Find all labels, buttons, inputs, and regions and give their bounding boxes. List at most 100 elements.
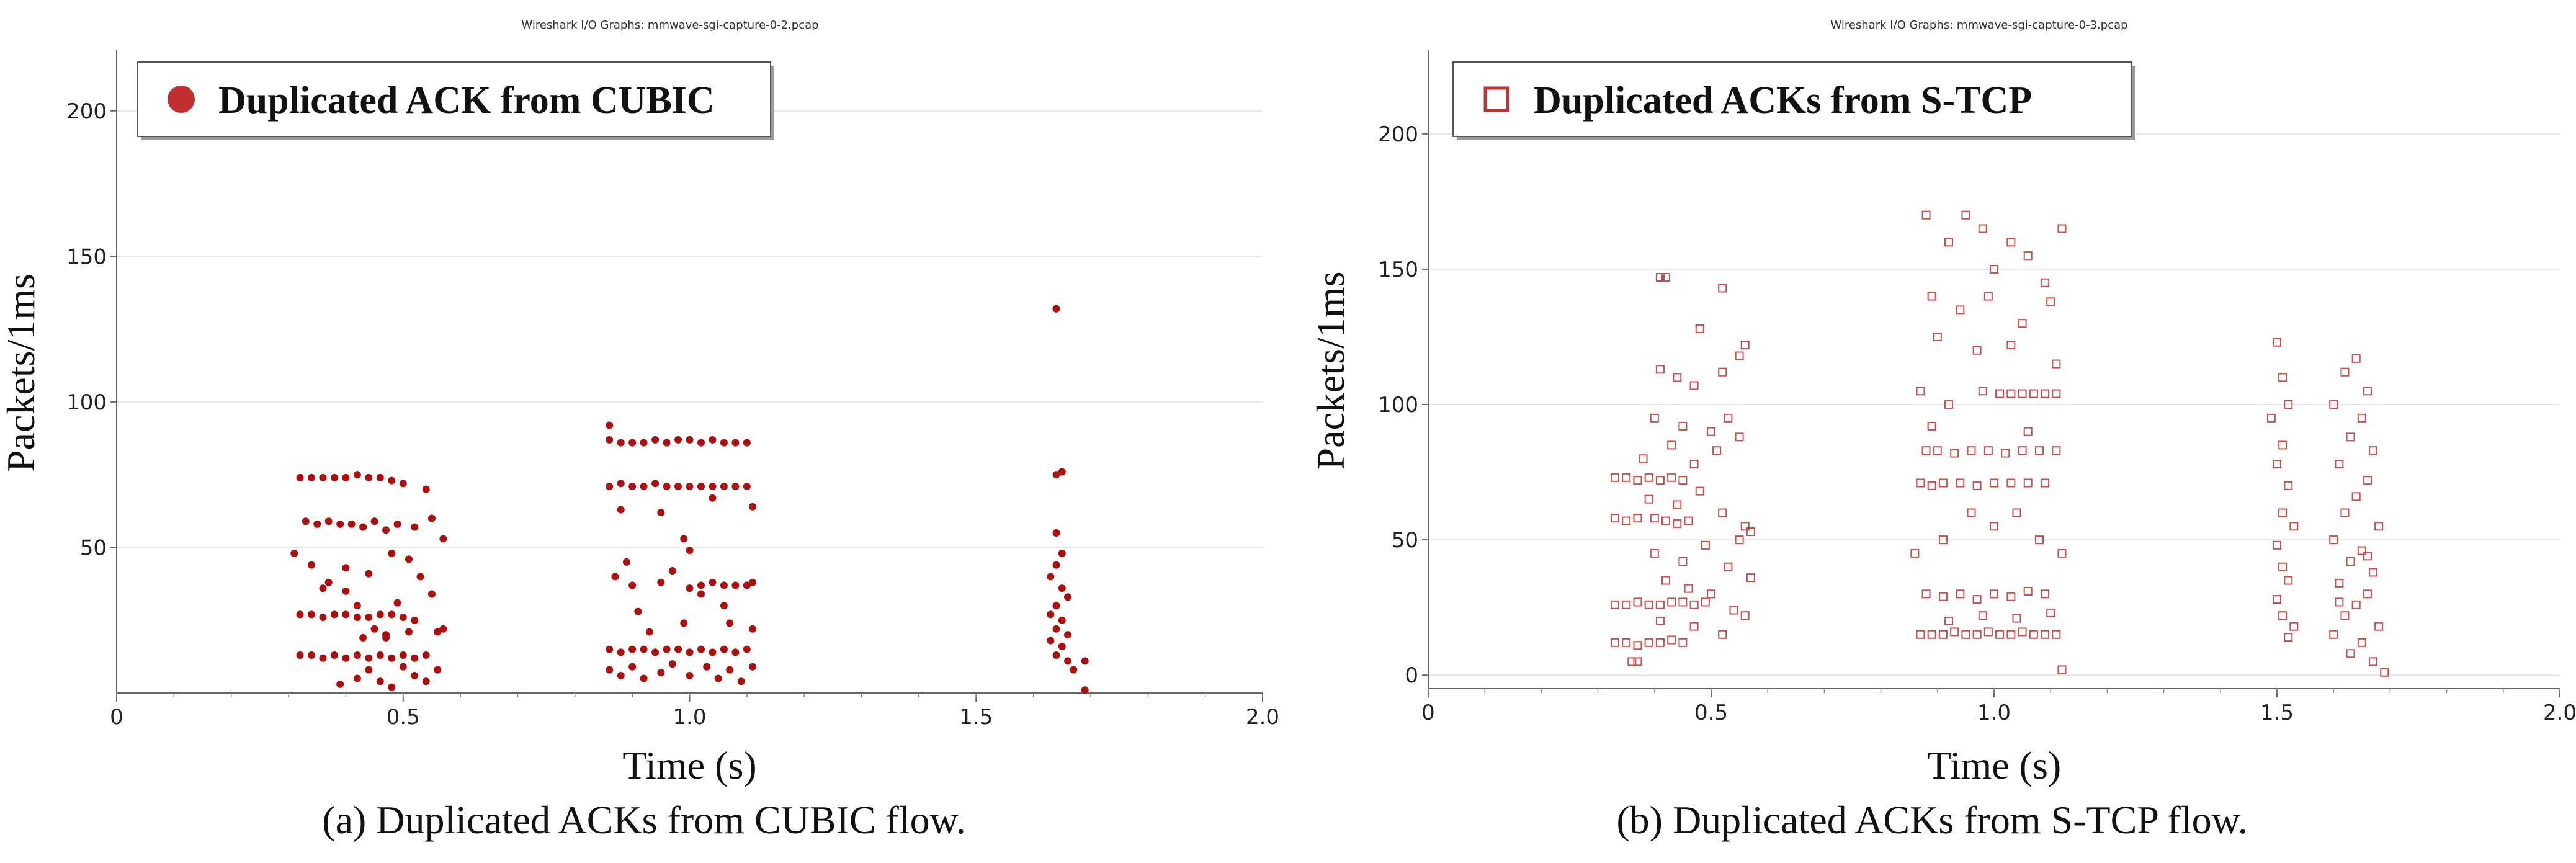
- data-point: [686, 436, 694, 444]
- data-point: [686, 547, 694, 555]
- data-point: [370, 517, 378, 525]
- data-point: [2046, 297, 2055, 306]
- data-point: [651, 436, 660, 444]
- data-point: [1650, 548, 1659, 558]
- legend-label: Duplicated ACK from CUBIC: [218, 79, 715, 122]
- data-point: [1052, 625, 1060, 633]
- data-point: [628, 663, 637, 671]
- data-point: [307, 473, 315, 481]
- y-tick-label: 150: [1378, 257, 1418, 282]
- data-point: [365, 570, 373, 578]
- data-point: [737, 677, 745, 686]
- data-point: [1052, 471, 1060, 479]
- data-point: [365, 614, 373, 622]
- data-point: [1983, 292, 1993, 301]
- data-point: [1689, 600, 1699, 609]
- data-point: [336, 680, 344, 688]
- data-point: [411, 616, 419, 624]
- data-point: [2041, 278, 2050, 287]
- y-axis-label: Packets/1ms: [1308, 272, 1353, 470]
- data-point: [1701, 540, 1710, 550]
- data-point: [1746, 573, 1755, 583]
- data-point: [1655, 600, 1665, 609]
- data-point: [1972, 630, 1982, 639]
- caption-b: (b) Duplicated ACKs from S-TCP flow.: [1616, 798, 2248, 842]
- data-point: [674, 482, 682, 490]
- y-tick-label: 200: [66, 99, 107, 124]
- y-tick-label: 100: [1378, 393, 1418, 418]
- data-point: [2018, 319, 2027, 328]
- data-point: [1678, 597, 1688, 607]
- data-point: [628, 645, 637, 653]
- data-point: [399, 614, 407, 622]
- window-title: Wireshark I/O Graphs: mmwave-sgi-capture…: [521, 19, 818, 32]
- data-point: [617, 439, 625, 447]
- data-point: [1956, 589, 1965, 599]
- data-point: [1990, 522, 1998, 531]
- data-point: [1916, 387, 1925, 396]
- data-point: [336, 520, 344, 528]
- data-point: [1933, 446, 1942, 455]
- data-point: [1610, 638, 1619, 647]
- data-point: [1622, 516, 1631, 525]
- data-point: [1701, 597, 1710, 607]
- data-point: [1950, 449, 1959, 458]
- x-tick-label: 1.0: [673, 705, 706, 730]
- data-point: [427, 590, 436, 598]
- data-point: [680, 619, 688, 627]
- data-point: [731, 581, 740, 589]
- x-tick-label: 1.0: [1977, 700, 2011, 725]
- data-point: [611, 573, 619, 581]
- data-point: [697, 581, 705, 589]
- y-tick-label: 0: [1405, 663, 1418, 688]
- legend-marker: [168, 86, 195, 113]
- legend-box: [1452, 61, 2132, 137]
- data-point: [1052, 561, 1060, 569]
- data-point: [2284, 400, 2293, 409]
- data-point: [2023, 251, 2033, 261]
- data-point: [1724, 562, 1733, 571]
- chart-a-svg: Wireshark I/O Graphs: mmwave-sgi-capture…: [0, 19, 1279, 787]
- data-point: [1938, 592, 1948, 601]
- data-point: [342, 473, 350, 481]
- data-point: [2018, 446, 2027, 455]
- data-point: [1740, 522, 1750, 531]
- data-point: [434, 628, 442, 636]
- data-point: [2340, 508, 2350, 517]
- data-point: [617, 671, 625, 679]
- data-point: [714, 674, 722, 682]
- data-point: [439, 625, 447, 633]
- data-point: [749, 663, 757, 671]
- legend-label: Duplicated ACKs from S-TCP: [1534, 79, 2032, 122]
- data-point: [1961, 630, 1970, 639]
- data-point: [388, 654, 396, 662]
- data-point: [2369, 446, 2378, 455]
- data-point: [697, 482, 705, 490]
- data-point: [2057, 665, 2067, 674]
- data-point: [634, 607, 642, 615]
- data-point: [1910, 548, 1920, 558]
- data-point: [628, 439, 637, 447]
- data-point: [2034, 535, 2044, 545]
- data-point: [2284, 481, 2293, 490]
- data-point: [1967, 508, 1976, 517]
- data-point: [1047, 573, 1055, 581]
- data-point: [686, 648, 694, 656]
- data-point: [657, 669, 665, 677]
- data-point: [657, 509, 665, 517]
- data-point: [353, 602, 361, 610]
- data-point: [1622, 638, 1631, 647]
- data-point: [2284, 576, 2293, 585]
- data-point: [1927, 481, 1936, 490]
- data-point: [651, 480, 660, 488]
- data-point: [1622, 473, 1631, 482]
- x-tick-label: 0: [110, 705, 123, 730]
- data-point: [749, 625, 757, 633]
- x-tick-label: 0: [1421, 700, 1435, 725]
- data-point: [2041, 630, 2050, 639]
- data-point: [1058, 616, 1066, 624]
- data-point: [1052, 602, 1060, 610]
- data-point: [405, 628, 413, 636]
- y-tick-label: 50: [1392, 528, 1418, 553]
- data-point: [2363, 387, 2372, 396]
